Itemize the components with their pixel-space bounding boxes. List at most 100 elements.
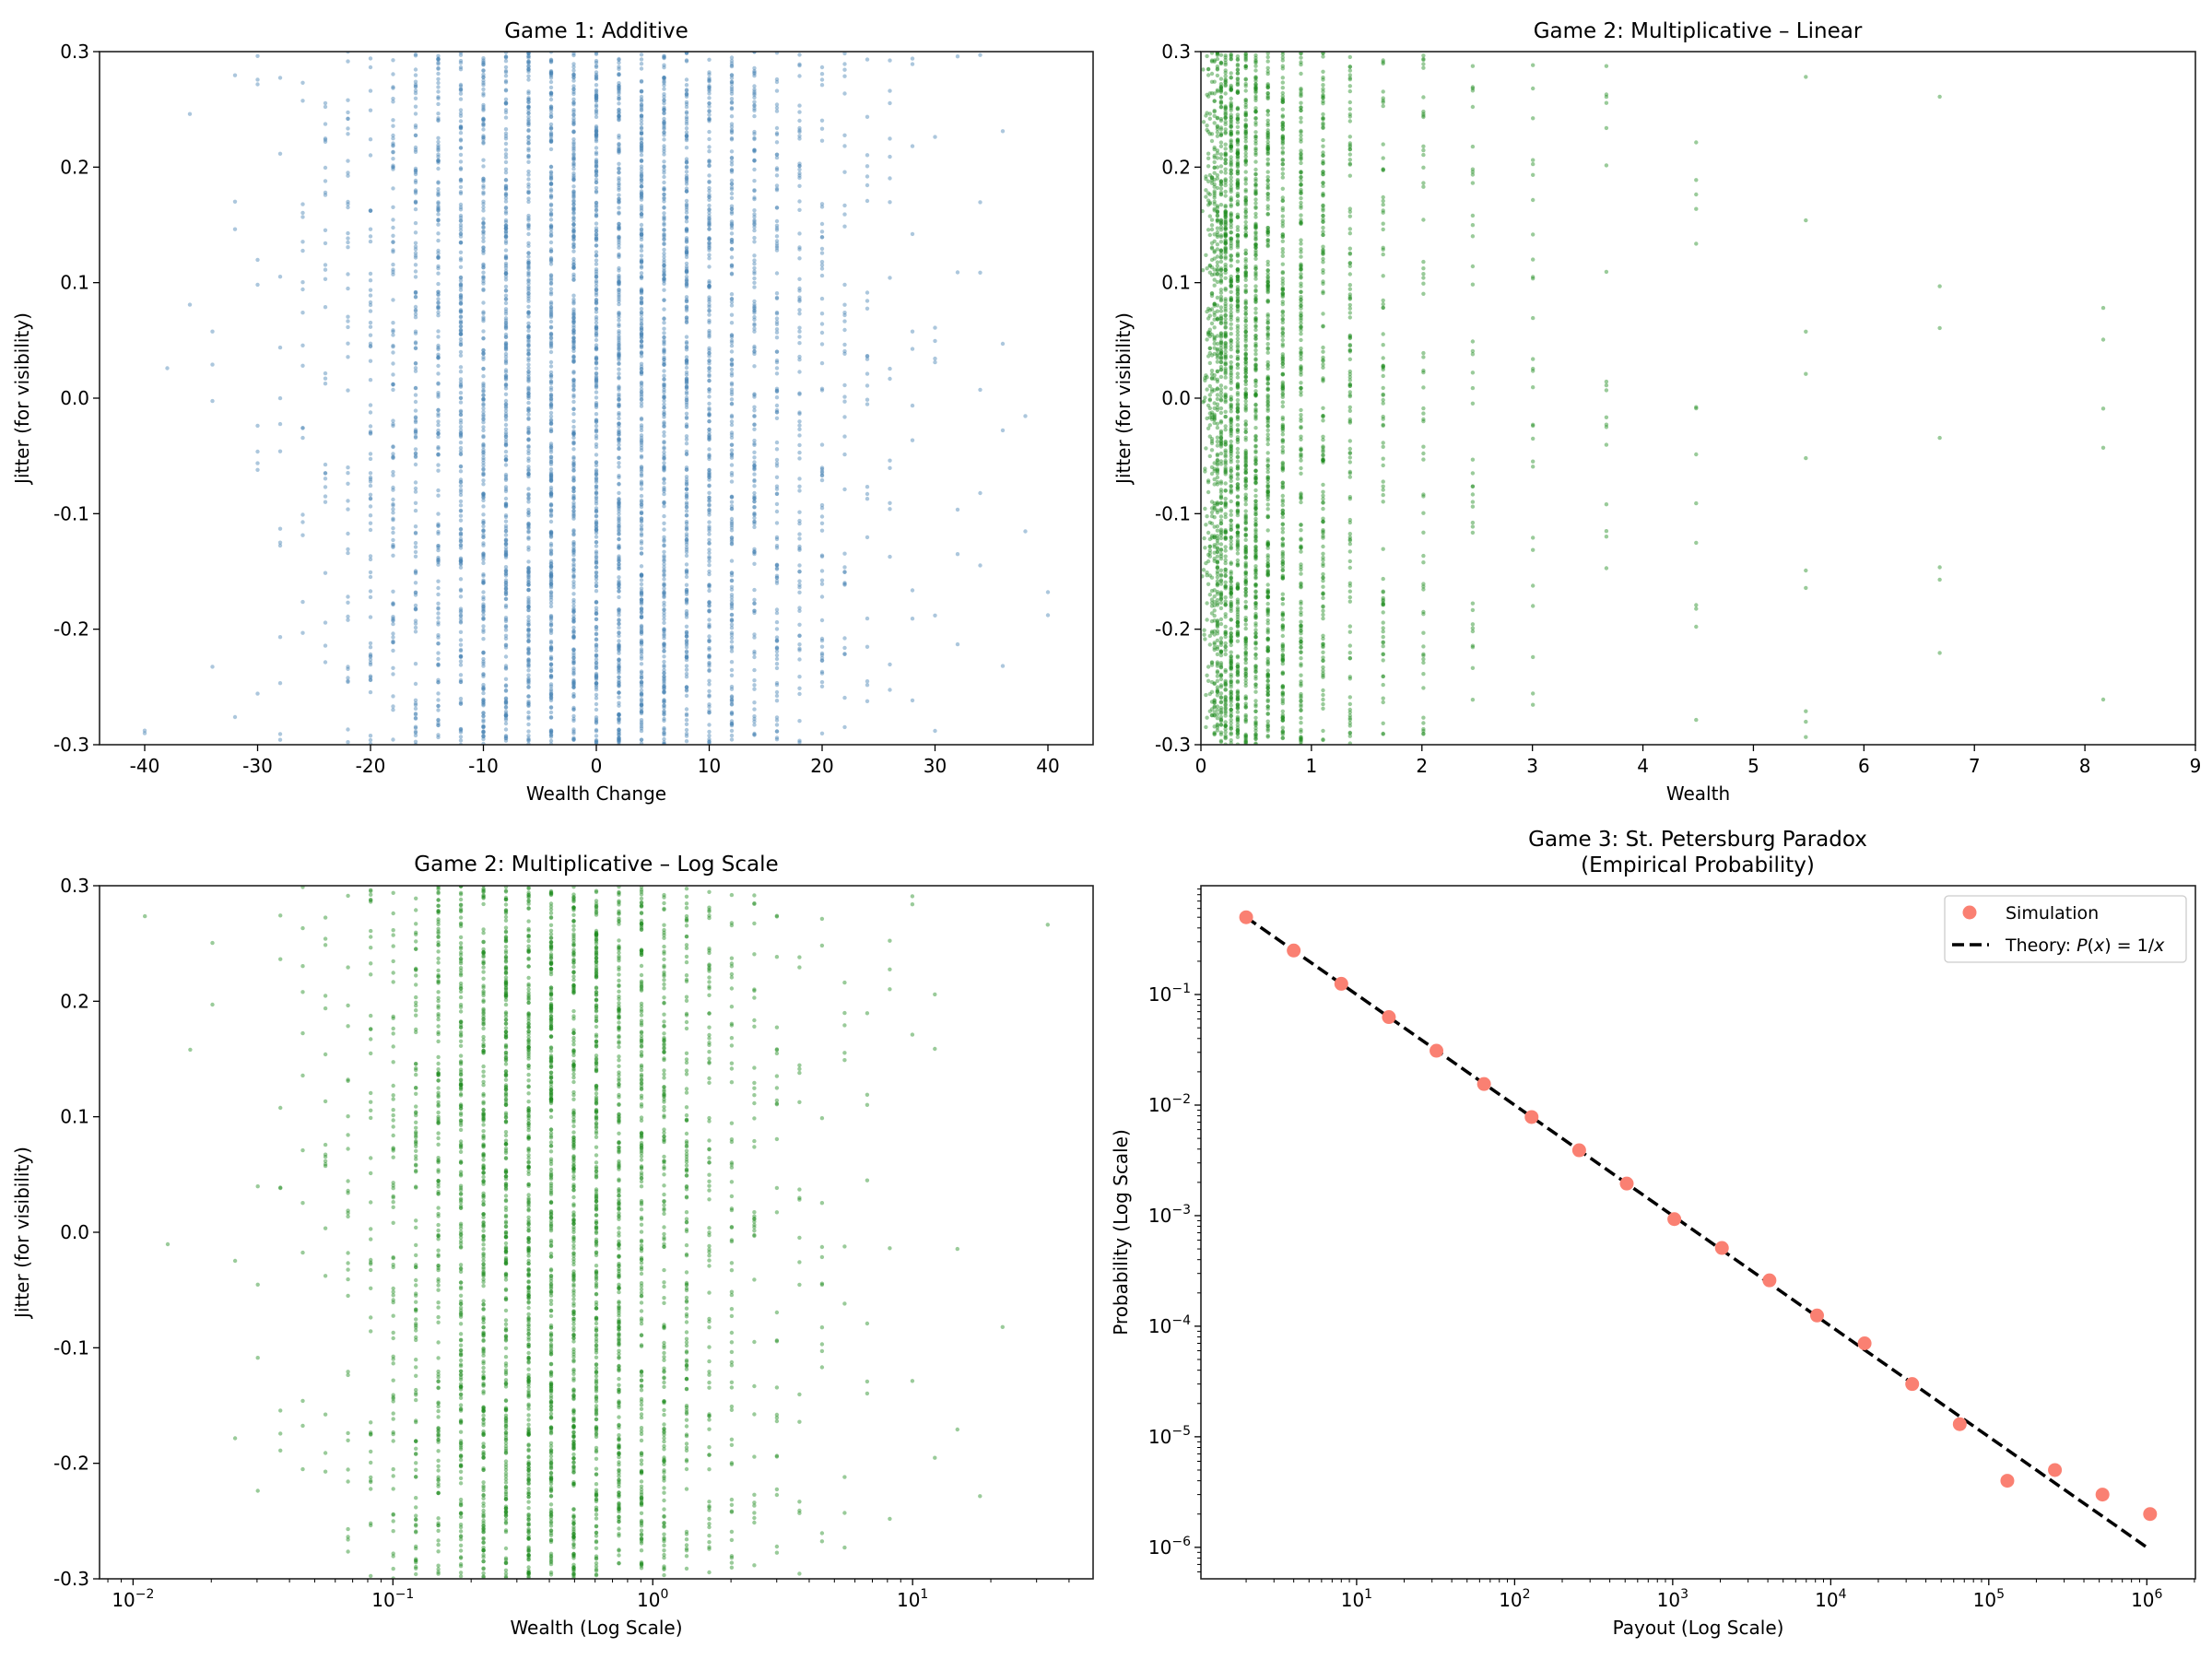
scatter-point — [481, 137, 486, 142]
scatter-point — [707, 427, 712, 432]
plot-area — [1201, 52, 2106, 745]
scatter-point — [368, 654, 373, 659]
scatter-point — [774, 166, 780, 171]
scatter-point — [526, 314, 531, 319]
scatter-point — [662, 429, 666, 435]
scatter-point — [458, 588, 464, 594]
scatter-point — [391, 387, 395, 393]
scatter-point — [842, 203, 847, 208]
scatter-point — [1215, 264, 1220, 268]
scatter-point — [774, 656, 780, 662]
scatter-point — [391, 454, 395, 459]
scatter-point — [707, 96, 712, 100]
scatter-point — [481, 202, 486, 206]
scatter-point — [503, 552, 509, 557]
scatter-point — [413, 294, 418, 300]
scatter-point — [413, 545, 418, 549]
scatter-point — [526, 251, 531, 255]
scatter-point — [1206, 151, 1211, 156]
scatter-point — [481, 498, 486, 503]
scatter-point — [662, 649, 666, 653]
scatter-point — [662, 659, 666, 665]
scatter-point — [458, 327, 464, 333]
scatter-point — [503, 524, 509, 528]
scatter-point — [684, 111, 689, 116]
scatter-point — [277, 540, 283, 545]
scatter-point — [503, 628, 509, 632]
scatter-point — [391, 473, 395, 477]
scatter-point — [571, 78, 576, 83]
scatter-point — [594, 637, 599, 642]
scatter-point — [391, 163, 395, 168]
scatter-point — [797, 622, 802, 627]
scatter-point — [617, 639, 621, 643]
scatter-point — [1209, 132, 1215, 136]
scatter-point — [571, 210, 576, 215]
scatter-point — [526, 172, 531, 177]
scatter-point — [594, 232, 599, 237]
scatter-point — [594, 484, 599, 488]
scatter-point — [1000, 341, 1006, 347]
scatter-point — [684, 718, 689, 723]
scatter-point — [346, 678, 350, 683]
scatter-point — [503, 272, 509, 276]
scatter-point — [413, 428, 418, 432]
scatter-point — [481, 572, 486, 577]
scatter-point — [323, 305, 328, 310]
scatter-point — [458, 342, 464, 347]
scatter-point — [707, 318, 712, 323]
scatter-point — [368, 641, 373, 646]
scatter-point — [436, 206, 441, 211]
scatter-point — [1215, 254, 1220, 259]
scatter-point — [368, 689, 373, 695]
scatter-point — [368, 430, 373, 435]
scatter-point — [368, 302, 373, 308]
scatter-point — [548, 591, 554, 595]
scatter-point — [752, 113, 757, 119]
scatter-point — [481, 221, 486, 226]
scatter-point — [503, 688, 509, 693]
scatter-point — [617, 532, 621, 536]
scatter-point — [1215, 148, 1220, 153]
scatter-point — [526, 53, 531, 59]
scatter-point — [797, 288, 802, 293]
scatter-point — [526, 182, 531, 187]
scatter-point — [617, 227, 621, 231]
scatter-point — [503, 418, 509, 422]
scatter-point — [571, 634, 576, 640]
scatter-point — [910, 56, 915, 61]
scatter-point — [594, 570, 599, 574]
scatter-point — [594, 617, 599, 621]
scatter-point — [413, 112, 418, 116]
scatter-point — [346, 665, 350, 669]
scatter-point — [1215, 124, 1220, 129]
scatter-point — [639, 465, 644, 469]
scatter-point — [481, 597, 486, 602]
scatter-point — [368, 645, 373, 650]
scatter-point — [729, 211, 735, 216]
scatter-point — [729, 63, 735, 68]
scatter-point — [752, 667, 757, 673]
scatter-point — [729, 710, 735, 715]
scatter-point — [413, 255, 418, 260]
scatter-point — [1207, 642, 1213, 647]
scatter-point — [458, 531, 464, 536]
scatter-point — [436, 300, 441, 306]
scatter-point — [571, 116, 576, 121]
scatter-point — [503, 373, 509, 378]
scatter-point — [413, 629, 418, 634]
scatter-point — [1215, 56, 1220, 62]
scatter-point — [1215, 528, 1220, 533]
scatter-point — [819, 312, 825, 316]
scatter-point — [594, 508, 599, 513]
scatter-point — [300, 215, 305, 219]
scatter-point — [526, 177, 531, 182]
scatter-point — [300, 343, 305, 347]
scatter-point — [797, 358, 802, 362]
scatter-point — [391, 233, 395, 238]
scatter-point — [797, 427, 802, 431]
scatter-point — [1215, 206, 1220, 210]
scatter-point — [797, 450, 802, 455]
scatter-point — [1215, 210, 1220, 215]
scatter-point — [526, 448, 531, 453]
